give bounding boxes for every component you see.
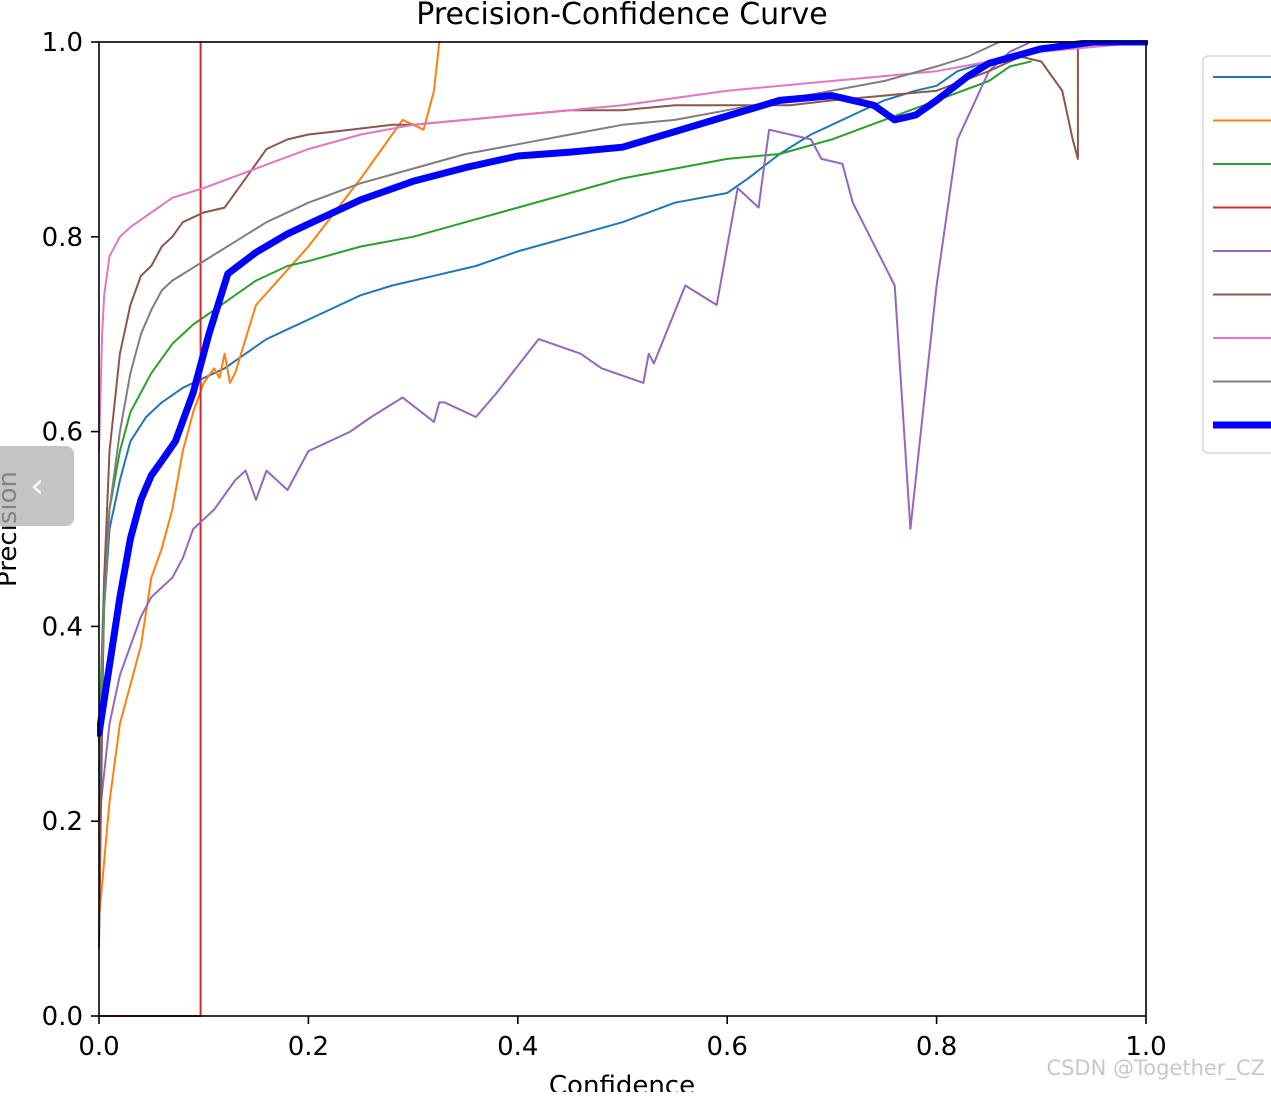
- series-line-7: [98, 41, 1147, 453]
- x-tick-label: 1.0: [1125, 1032, 1166, 1062]
- chevron-left-icon: ‹: [30, 466, 44, 506]
- series-line-1: [98, 41, 1147, 823]
- x-tick-label: 0.2: [288, 1032, 329, 1062]
- y-axis: 0.0 0.2 0.4 0.6 0.8 1.0: [42, 28, 99, 1032]
- x-tick-label: 0.0: [78, 1032, 119, 1062]
- series-line-3: [98, 60, 1032, 745]
- chart-title: Precision-Confidence Curve: [416, 0, 827, 32]
- y-tick-label: 0.2: [42, 807, 83, 837]
- series-line-5: [98, 41, 1032, 823]
- series-line-8: [98, 41, 1147, 774]
- x-tick-label: 0.6: [707, 1032, 748, 1062]
- y-tick-label: 0.4: [42, 612, 83, 642]
- legend-box: [1202, 55, 1271, 454]
- y-tick-label: 0.6: [42, 418, 83, 448]
- x-tick-label: 0.8: [916, 1032, 957, 1062]
- watermark: CSDN @Together_CZ: [1046, 1056, 1265, 1080]
- series-line-2: [98, 41, 441, 920]
- back-button[interactable]: ‹: [0, 446, 74, 526]
- x-tick-label: 0.4: [497, 1032, 538, 1062]
- series-line-9: [97, 40, 1148, 737]
- legend: [1202, 55, 1271, 454]
- y-tick-label: 0.8: [42, 223, 83, 253]
- series-line-4: [98, 41, 202, 1017]
- y-tick-label: 1.0: [42, 28, 83, 58]
- x-axis: 0.0 0.2 0.4 0.6 0.8 1.0: [78, 1016, 1167, 1062]
- x-axis-title: Confidence: [549, 1071, 695, 1092]
- y-tick-label: 0.0: [42, 1002, 83, 1032]
- plot-frame: [98, 41, 1147, 1017]
- plot-lines: [97, 40, 1148, 1017]
